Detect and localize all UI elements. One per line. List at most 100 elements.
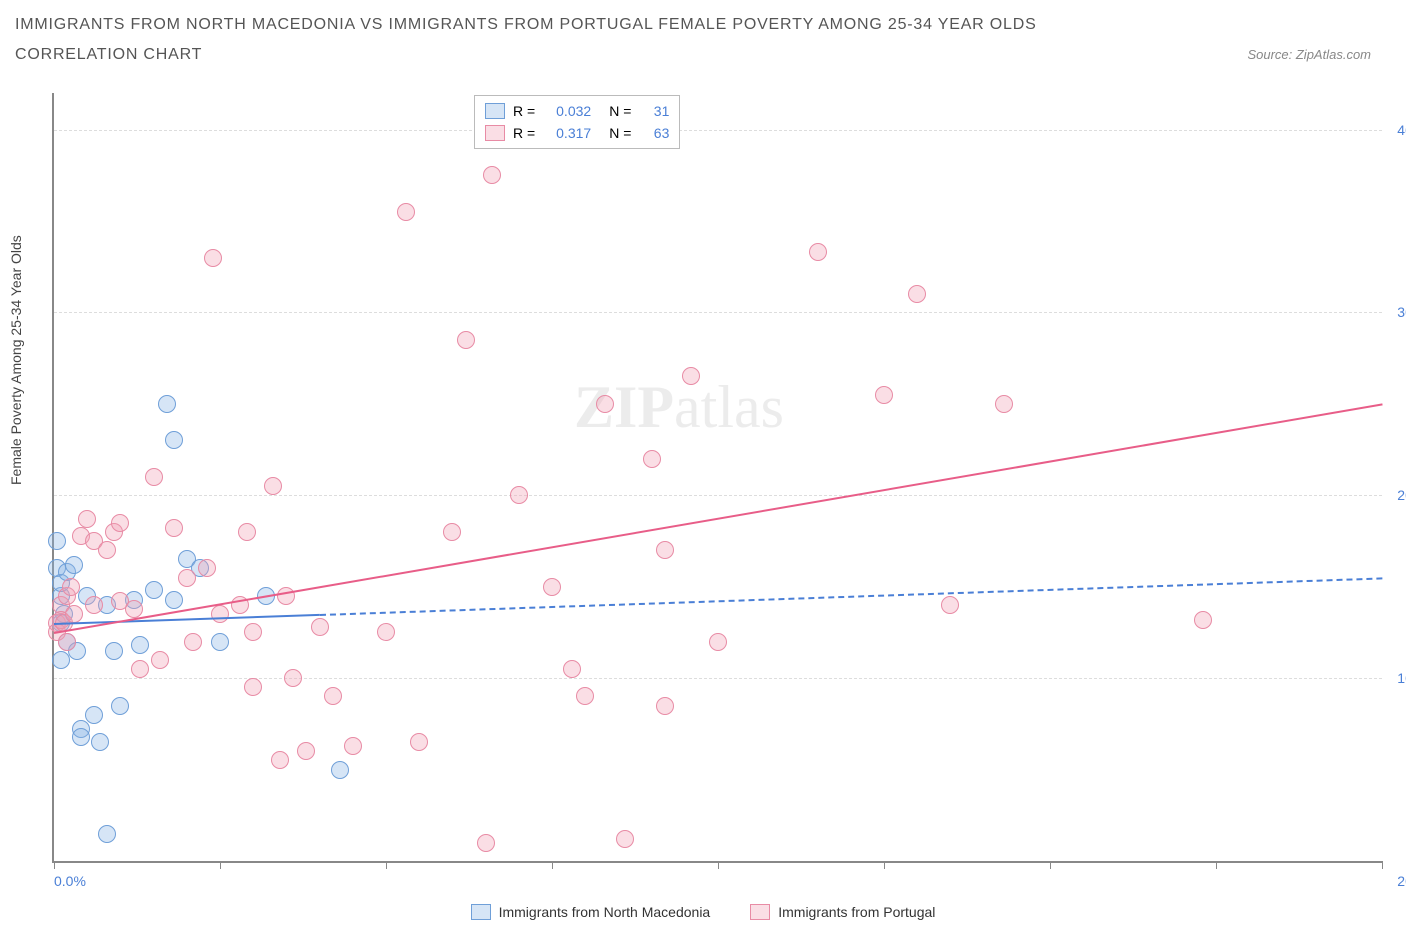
- x-tick: [552, 861, 553, 869]
- data-point: [908, 285, 926, 303]
- source-label: Source: ZipAtlas.com: [1247, 47, 1391, 62]
- data-point: [1194, 611, 1212, 629]
- chart-title-2: CORRELATION CHART: [15, 46, 202, 64]
- legend-swatch-1: [471, 904, 491, 920]
- data-point: [709, 633, 727, 651]
- data-point: [656, 697, 674, 715]
- legend-label-2: Immigrants from Portugal: [778, 904, 935, 920]
- data-point: [198, 559, 216, 577]
- y-tick-label: 30.0%: [1387, 304, 1406, 320]
- x-tick: [386, 861, 387, 869]
- stats-n-label: N =: [609, 100, 631, 122]
- data-point: [211, 605, 229, 623]
- data-point: [131, 636, 149, 654]
- x-tick-label-last: 20.0%: [1397, 873, 1406, 889]
- data-point: [52, 651, 70, 669]
- data-point: [510, 486, 528, 504]
- data-point: [443, 523, 461, 541]
- chart-title-1: IMMIGRANTS FROM NORTH MACEDONIA VS IMMIG…: [15, 16, 1391, 34]
- legend-swatch-2: [750, 904, 770, 920]
- data-point: [111, 697, 129, 715]
- data-point: [297, 742, 315, 760]
- gridline-h: [54, 130, 1382, 131]
- data-point: [643, 450, 661, 468]
- trend-line: [320, 578, 1382, 617]
- data-point: [91, 733, 109, 751]
- data-point: [656, 541, 674, 559]
- data-point: [616, 830, 634, 848]
- chart-subtitle-row: CORRELATION CHART Source: ZipAtlas.com: [15, 40, 1391, 70]
- gridline-h: [54, 312, 1382, 313]
- data-point: [145, 468, 163, 486]
- stats-r-label: R =: [513, 122, 535, 144]
- data-point: [576, 687, 594, 705]
- y-tick-label: 20.0%: [1387, 487, 1406, 503]
- x-tick: [884, 861, 885, 869]
- stats-n-label: N =: [609, 122, 631, 144]
- trend-line: [54, 614, 320, 625]
- data-point: [809, 243, 827, 261]
- y-axis-label: Female Poverty Among 25-34 Year Olds: [8, 235, 24, 485]
- data-point: [165, 431, 183, 449]
- data-point: [58, 633, 76, 651]
- data-point: [271, 751, 289, 769]
- data-point: [324, 687, 342, 705]
- data-point: [284, 669, 302, 687]
- data-point: [483, 166, 501, 184]
- data-point: [145, 581, 163, 599]
- data-point: [331, 761, 349, 779]
- data-point: [264, 477, 282, 495]
- x-tick: [220, 861, 221, 869]
- legend-swatch: [485, 125, 505, 141]
- plot-region: ZIPatlas 10.0%20.0%30.0%40.0%0.0%20.0%R …: [52, 93, 1382, 863]
- y-tick-label: 10.0%: [1387, 670, 1406, 686]
- data-point: [457, 331, 475, 349]
- stats-r-label: R =: [513, 100, 535, 122]
- stats-n-value: 31: [639, 100, 669, 122]
- data-point: [543, 578, 561, 596]
- data-point: [165, 591, 183, 609]
- data-point: [238, 523, 256, 541]
- legend-label-1: Immigrants from North Macedonia: [499, 904, 711, 920]
- data-point: [204, 249, 222, 267]
- data-point: [48, 532, 66, 550]
- stats-n-value: 63: [639, 122, 669, 144]
- data-point: [941, 596, 959, 614]
- stats-legend: R =0.032N =31R =0.317N =63: [474, 95, 680, 149]
- chart-area: Female Poverty Among 25-34 Year Olds ZIP…: [0, 85, 1406, 930]
- data-point: [85, 596, 103, 614]
- data-point: [85, 706, 103, 724]
- data-point: [244, 678, 262, 696]
- data-point: [995, 395, 1013, 413]
- data-point: [211, 633, 229, 651]
- data-point: [477, 834, 495, 852]
- data-point: [178, 569, 196, 587]
- data-point: [875, 386, 893, 404]
- data-point: [344, 737, 362, 755]
- data-point: [397, 203, 415, 221]
- data-point: [65, 556, 83, 574]
- data-point: [596, 395, 614, 413]
- stats-legend-row: R =0.032N =31: [485, 100, 669, 122]
- data-point: [62, 578, 80, 596]
- data-point: [311, 618, 329, 636]
- chart-header: IMMIGRANTS FROM NORTH MACEDONIA VS IMMIG…: [0, 0, 1406, 70]
- x-tick: [1216, 861, 1217, 869]
- bottom-legend: Immigrants from North Macedonia Immigran…: [0, 904, 1406, 920]
- data-point: [244, 623, 262, 641]
- data-point: [72, 728, 90, 746]
- x-tick: [1050, 861, 1051, 869]
- x-tick-label-first: 0.0%: [54, 873, 86, 889]
- watermark-bold: ZIP: [574, 374, 674, 440]
- y-tick-label: 40.0%: [1387, 122, 1406, 138]
- stats-legend-row: R = 0.317 N = 63: [485, 122, 669, 144]
- x-tick: [718, 861, 719, 869]
- data-point: [151, 651, 169, 669]
- stats-r-value: 0.317: [543, 122, 591, 144]
- data-point: [277, 587, 295, 605]
- legend-swatch: [485, 103, 505, 119]
- legend-item-1: Immigrants from North Macedonia: [471, 904, 711, 920]
- gridline-h: [54, 495, 1382, 496]
- data-point: [65, 605, 83, 623]
- data-point: [131, 660, 149, 678]
